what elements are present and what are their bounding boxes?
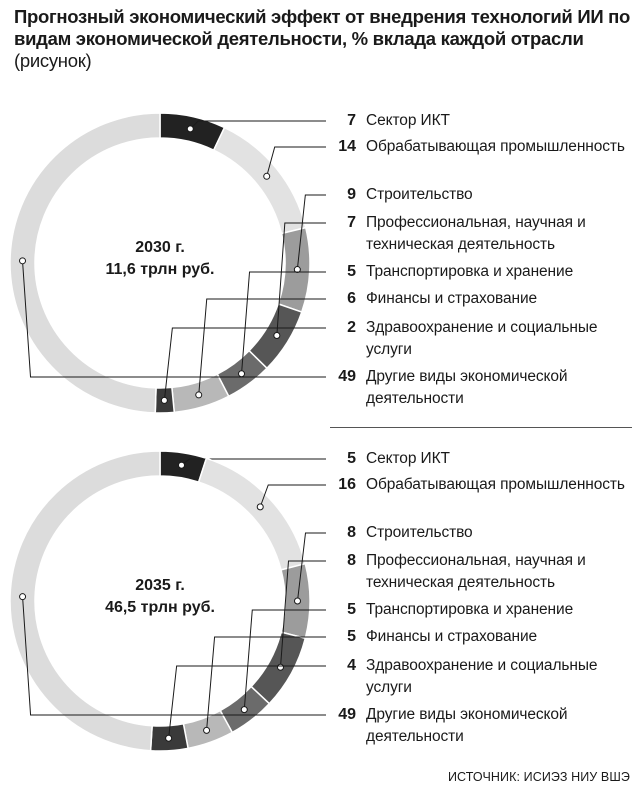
donut-slice-2035-2 [197, 457, 307, 571]
leader-dot-2035-3 [294, 597, 301, 605]
leader-line-2035-3 [297, 532, 326, 602]
donut-slice-2030-8 [9, 112, 161, 414]
leader-line-2035-6 [206, 636, 326, 731]
total-label-2030: 11,6 трлн руб. [105, 261, 215, 278]
leader-line-2030-5 [241, 271, 326, 374]
leader-dot-2035-2 [256, 503, 264, 511]
leader-line-2030-1 [189, 120, 326, 130]
legend-value: 6 [347, 290, 356, 307]
donut-center-2030: 2030 г. 11,6 трлн руб. [60, 237, 260, 281]
legend-value: 49 [338, 368, 356, 385]
leader-dot-2035-5 [240, 706, 248, 714]
legend-label: Здравоохранение и социальные услуги [366, 319, 598, 358]
legend-value: 7 [347, 214, 356, 231]
chart-title: Прогнозный экономический эффект от внедр… [14, 6, 634, 72]
legend-label: Профессиональная, научная и техническая … [366, 214, 586, 253]
legend-value: 5 [347, 628, 356, 645]
legend-value: 5 [347, 450, 356, 467]
legend-label: Здравоохранение и социальные услуги [366, 657, 598, 696]
leader-line-2030-6 [198, 298, 326, 395]
legend-value: 16 [338, 476, 356, 493]
legend-value: 8 [347, 524, 356, 541]
year-label-2035: 2035 г. [135, 577, 185, 594]
leader-dot-2035-8 [19, 593, 27, 601]
legend-value: 7 [347, 112, 356, 129]
chart-title-main: Прогнозный экономический эффект от внедр… [14, 6, 631, 49]
source-note: ИСТОЧНИК: ИСИЭЗ НИУ ВШЭ [447, 770, 630, 784]
legend-value: 5 [347, 263, 356, 280]
leader-dot-2035-6 [203, 726, 211, 734]
legend-label: Транспортировка и хранение [366, 601, 574, 618]
legend-label: Другие виды экономической деятельности [366, 706, 568, 745]
leader-dot-2035-1 [178, 461, 186, 469]
legend-label: Финансы и страхование [366, 290, 538, 307]
donut-slice-2030-2 [212, 126, 307, 235]
legend-label: Строительство [366, 186, 473, 203]
donut-slice-2035-8 [9, 450, 161, 752]
donut-chart-2035: 2035 г. 46,5 трлн руб. 5 Сектор ИКТ 16 Обра… [0, 442, 640, 762]
leader-dot-2030-6 [195, 391, 203, 399]
leader-line-2030-7 [163, 327, 326, 401]
leader-dot-2030-3 [293, 266, 301, 274]
legend-label: Обрабатывающая промышленность [366, 138, 625, 155]
donut-center-2035: 2035 г. 46,5 трлн руб. [60, 575, 260, 619]
leader-dot-2030-1 [186, 125, 194, 133]
leader-line-2035-5 [243, 609, 326, 710]
legend-label: Другие виды экономической деятельности [366, 368, 568, 407]
legend-label: Сектор ИКТ [366, 112, 450, 129]
legend-label: Обрабатывающая промышленность [366, 476, 625, 493]
legend-label: Сектор ИКТ [366, 450, 450, 467]
donut-chart-2030: 2030 г. 11,6 трлн руб. 7 Сектор ИКТ 14 Обра… [0, 104, 640, 424]
chart-divider [330, 427, 632, 428]
legend-label: Строительство [366, 524, 473, 541]
leader-dot-2030-4 [273, 331, 281, 339]
legend-label: Транспортировка и хранение [366, 263, 574, 280]
leader-line-2035-4 [279, 560, 326, 668]
leader-line-2030-8 [22, 260, 326, 378]
legend-value: 8 [347, 552, 356, 569]
year-label-2030: 2030 г. [135, 239, 185, 256]
leader-dot-2035-7 [165, 734, 173, 742]
leader-dot-2030-7 [160, 396, 168, 404]
legend-value: 2 [347, 319, 356, 336]
legend-value: 5 [347, 601, 356, 618]
leader-line-2030-4 [276, 222, 326, 336]
legend-label: Профессиональная, научная и техническая … [366, 552, 586, 591]
leader-line-2030-3 [296, 194, 326, 270]
leader-dot-2035-4 [276, 663, 284, 671]
donut-svg-2030 [9, 112, 326, 414]
chart-title-note: (рисунок) [14, 50, 92, 71]
legend-label: Финансы и страхование [366, 628, 538, 645]
leader-line-2035-8 [22, 596, 326, 716]
legend-value: 9 [347, 186, 356, 203]
leader-line-2035-7 [168, 665, 326, 739]
legend-value: 14 [338, 138, 356, 155]
leader-line-2030-2 [266, 146, 326, 177]
legend-value: 4 [347, 657, 356, 674]
total-label-2035: 46,5 трлн руб. [105, 599, 215, 616]
legend-value: 49 [338, 706, 356, 723]
leader-dot-2030-2 [263, 172, 271, 180]
leader-dot-2030-8 [19, 257, 27, 265]
leader-line-2035-2 [259, 484, 326, 508]
leader-dot-2030-5 [238, 370, 246, 378]
donut-svg-2035 [9, 450, 326, 752]
